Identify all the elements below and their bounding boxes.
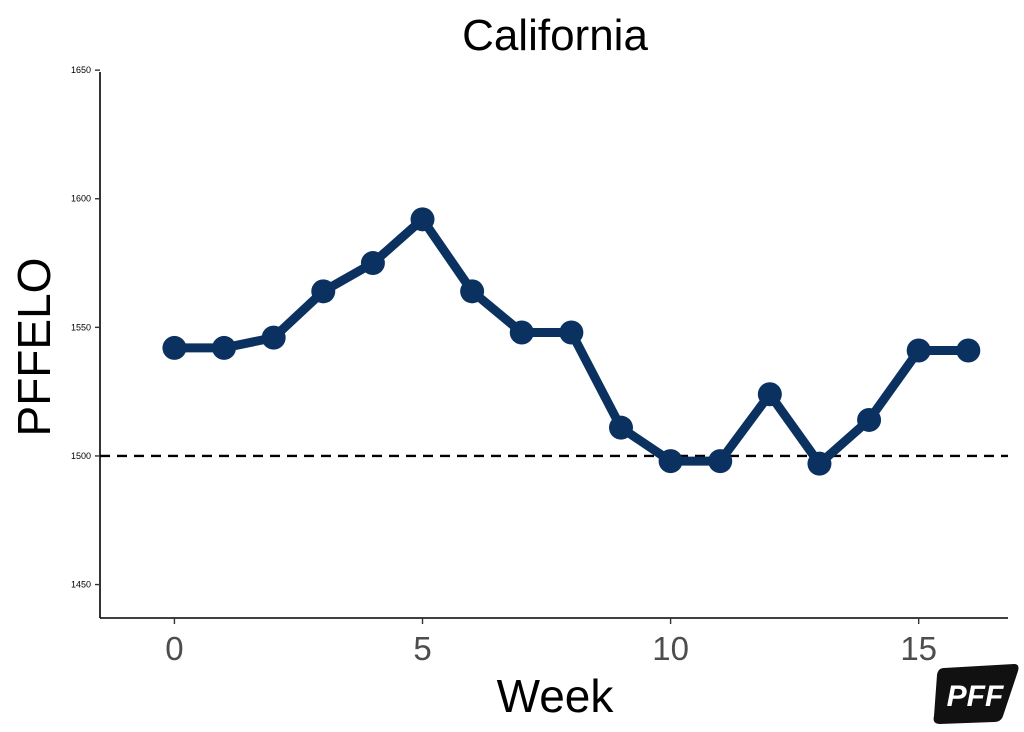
x-axis-label: Week — [497, 670, 615, 722]
x-tick-label: 5 — [413, 630, 431, 667]
data-point — [708, 449, 733, 474]
data-point — [360, 251, 385, 276]
y-axis-label: PFFELO — [8, 258, 60, 437]
data-point — [807, 451, 832, 476]
x-tick-label: 0 — [165, 630, 183, 667]
y-tick-label: 1600 — [71, 194, 91, 204]
data-point — [608, 415, 633, 440]
y-tick-label: 1500 — [71, 451, 91, 461]
y-tick-label: 1450 — [71, 580, 91, 590]
data-point — [956, 338, 981, 363]
data-point — [212, 335, 237, 360]
pff-logo-text: PFF — [947, 680, 1004, 713]
data-point — [559, 320, 584, 345]
plot-area: 1450 1500 1550 1600 1650 0 5 10 15 — [71, 65, 1008, 667]
data-point — [906, 338, 931, 363]
y-tick-label: 1550 — [71, 322, 91, 332]
y-tick-label: 1650 — [71, 65, 91, 75]
data-point — [857, 407, 882, 432]
chart-title: California — [462, 11, 648, 60]
data-point — [162, 335, 187, 360]
data-point — [261, 325, 286, 350]
data-point — [311, 279, 336, 304]
data-point — [410, 207, 435, 232]
data-point — [658, 449, 683, 474]
data-point — [757, 382, 782, 407]
data-point — [460, 279, 485, 304]
data-point — [509, 320, 534, 345]
x-tick-label: 10 — [652, 630, 689, 667]
x-tick-label: 15 — [900, 630, 937, 667]
pff-logo: PFF — [933, 664, 1019, 724]
pff-logo-badge — [933, 664, 1019, 724]
